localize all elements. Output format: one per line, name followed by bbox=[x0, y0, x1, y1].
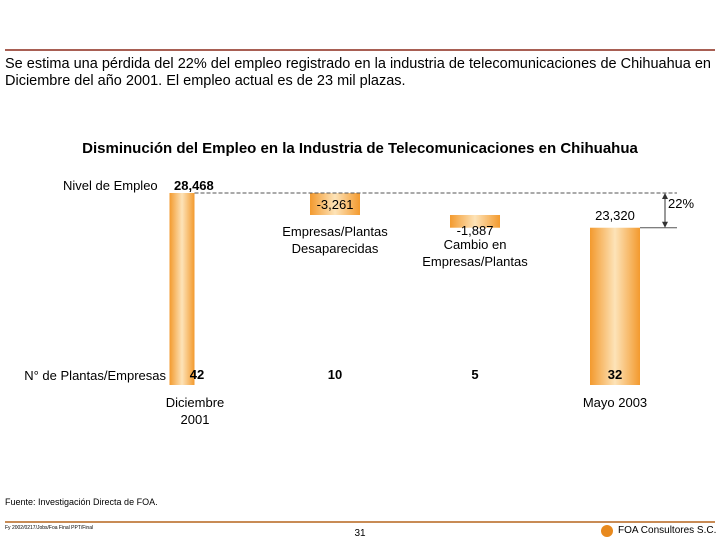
value-label: 23,320 bbox=[595, 207, 635, 223]
logo bbox=[601, 525, 613, 537]
company: FOA Consultores S.C. bbox=[618, 525, 717, 536]
arrow-head bbox=[662, 221, 668, 228]
plants-label: N° de Plantas/Empresas bbox=[24, 368, 166, 383]
arrow-head bbox=[662, 193, 668, 199]
bar bbox=[169, 193, 195, 385]
x-tick-label: Cambio en Empresas/Plantas bbox=[422, 236, 528, 269]
x-tick-label: Diciembre 2001 bbox=[165, 395, 225, 427]
x-tick-label: Mayo 2003 bbox=[582, 395, 648, 410]
source: Fuente: Investigación Directa de FOA. bbox=[5, 497, 158, 507]
bar bbox=[310, 193, 360, 215]
x-tick-label: Empresas/Plantas Desaparecidas bbox=[282, 223, 388, 256]
y-label: Nivel de Empleo bbox=[63, 178, 158, 193]
plants-value: 10 bbox=[327, 367, 343, 382]
file-path: Fy 2002/0217/Jobs/Foa Final PPT/Final bbox=[5, 525, 94, 531]
plants-value: 5 bbox=[471, 367, 479, 382]
page-number: 31 bbox=[354, 528, 366, 539]
plants-value: 32 bbox=[607, 367, 623, 382]
value-label: 28,468 bbox=[174, 178, 214, 193]
value-label: -3,261 bbox=[316, 197, 354, 212]
description: Se estima una pérdida del 22% del empleo… bbox=[5, 56, 711, 89]
bar bbox=[450, 214, 500, 228]
value-label: -1,887 bbox=[456, 222, 494, 238]
annotation: 22% bbox=[668, 196, 695, 212]
chart-title: Disminución del Empleo en la Industria d… bbox=[82, 140, 638, 157]
plants-value: 42 bbox=[189, 367, 205, 382]
bar bbox=[590, 227, 640, 385]
